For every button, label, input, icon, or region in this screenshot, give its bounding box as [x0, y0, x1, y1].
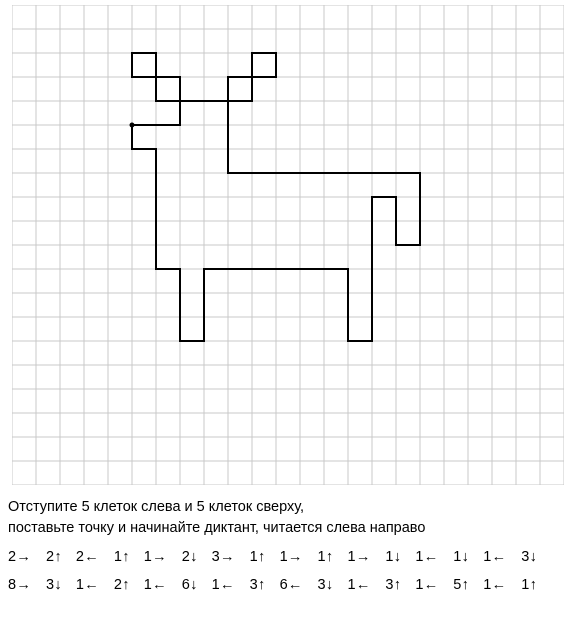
grid-svg	[12, 5, 564, 485]
instruction-line-2: поставьте точку и начинайте диктант, чит…	[8, 519, 568, 539]
step-pair: 1← 3↑	[212, 576, 266, 596]
step-pair: 3→ 1↑	[212, 548, 266, 568]
step-pair: 1← 5↑	[415, 576, 469, 596]
step-pair: 1← 1↑	[483, 576, 537, 596]
instructions-block: Отступите 5 клеток слева и 5 клеток свер…	[8, 498, 568, 603]
step-pair: 2← 1↑	[76, 548, 130, 568]
step-pair: 1→ 2↓	[144, 548, 198, 568]
grid-dictation	[12, 5, 564, 485]
step-pair: 1← 1↓	[415, 548, 469, 568]
step-pair: 1← 6↓	[144, 576, 198, 596]
step-pair: 1← 3↑	[347, 576, 401, 596]
step-pair: 6← 3↓	[280, 576, 334, 596]
start-dot	[130, 123, 135, 128]
step-pair: 2→ 2↑	[8, 548, 62, 568]
instruction-line-1: Отступите 5 клеток слева и 5 клеток свер…	[8, 498, 568, 518]
step-pair: 1← 2↑	[76, 576, 130, 596]
step-pair: 1→ 1↑	[280, 548, 334, 568]
steps-list: 2→ 2↑ 2← 1↑ 1→ 2↓ 3→ 1↑ 1→ 1↑ 1→ 1↓ 1← 1↓ 1← 3↓…	[8, 548, 568, 603]
step-pair: 1← 3↓	[483, 548, 537, 568]
page: Отступите 5 клеток слева и 5 клеток свер…	[0, 0, 577, 621]
step-pair: 1→ 1↓	[347, 548, 401, 568]
step-pair: 8→ 3↓	[8, 576, 62, 596]
